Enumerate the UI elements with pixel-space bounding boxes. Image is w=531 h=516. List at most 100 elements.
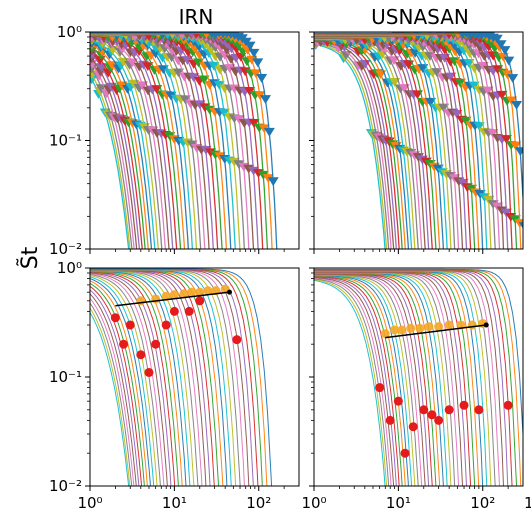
series-line — [90, 275, 158, 486]
series-line — [314, 277, 395, 486]
series-line — [314, 41, 392, 249]
red-point — [119, 339, 129, 349]
orange-point — [380, 329, 390, 339]
series-marker — [460, 116, 472, 126]
panel-top-right — [309, 31, 524, 254]
series-marker — [389, 78, 401, 87]
series-marker — [248, 119, 260, 128]
red-point — [184, 306, 194, 316]
series-line — [90, 43, 149, 249]
panel-bottom-right: 10⁰ 10¹ 10² 1 — [301, 267, 531, 512]
series-marker — [503, 56, 515, 66]
series-marker — [244, 87, 256, 96]
series-marker — [172, 68, 184, 78]
y-tick-label: 10⁻¹ — [49, 132, 82, 150]
series-marker — [449, 57, 461, 67]
series-marker — [198, 75, 210, 85]
series-line — [314, 275, 403, 486]
plot-area — [314, 268, 523, 486]
series-marker — [256, 74, 268, 83]
series-line — [90, 307, 131, 486]
series-marker — [258, 124, 270, 134]
orange-point — [390, 325, 400, 335]
fit-line-end — [483, 322, 489, 328]
series-marker — [262, 174, 274, 183]
series-line — [314, 42, 390, 249]
red-point — [232, 335, 242, 345]
x-tick-label: 10⁰ — [301, 494, 326, 512]
orange-point — [467, 320, 477, 330]
series-marker — [438, 103, 450, 113]
series-line — [314, 43, 386, 249]
series-line — [90, 56, 138, 249]
red-point — [169, 306, 179, 316]
series-marker — [244, 41, 256, 51]
series-line — [314, 275, 406, 486]
series-line — [314, 34, 496, 249]
x-tick-label: 10¹ — [386, 494, 411, 512]
orange-point — [424, 322, 434, 332]
series-marker — [254, 91, 266, 100]
series-marker — [192, 58, 204, 68]
series-marker — [252, 58, 264, 68]
orange-point — [161, 291, 171, 301]
series-marker — [482, 86, 494, 96]
series-line — [90, 46, 146, 249]
red-point — [459, 400, 469, 410]
series-marker — [137, 81, 149, 91]
red-point — [474, 405, 484, 415]
series-marker — [403, 60, 415, 70]
series-line — [90, 271, 172, 486]
series-line — [90, 61, 135, 249]
series-marker — [463, 59, 475, 68]
red-point — [136, 350, 146, 360]
x-tick-label: 1 — [524, 494, 531, 512]
y-axis-label: S̃t — [17, 246, 43, 269]
red-point — [385, 415, 395, 425]
orange-point — [434, 322, 444, 332]
red-point — [161, 320, 171, 330]
series-marker — [142, 62, 154, 72]
series-marker — [505, 213, 517, 222]
series-line — [90, 270, 191, 486]
orange-point — [397, 325, 407, 335]
series-line — [90, 37, 163, 249]
series-line — [90, 270, 183, 486]
series-marker — [499, 46, 511, 55]
series-marker — [439, 53, 451, 63]
series-marker — [514, 147, 523, 157]
series-line — [90, 289, 140, 486]
orange-point — [136, 296, 146, 306]
series-line — [314, 277, 392, 486]
series-line — [90, 293, 137, 486]
series-marker — [106, 61, 118, 71]
series-marker — [233, 160, 245, 170]
series-marker — [235, 52, 247, 62]
series-marker — [165, 91, 177, 101]
series-marker — [219, 51, 231, 60]
series-line — [314, 275, 409, 486]
red-point — [151, 339, 161, 349]
series-marker — [468, 81, 480, 91]
series-marker — [263, 127, 275, 137]
series-marker — [126, 58, 138, 68]
series-line — [90, 271, 176, 486]
series-line — [90, 278, 151, 486]
series-marker — [208, 62, 220, 71]
series-line — [90, 282, 145, 486]
series-marker — [246, 55, 258, 65]
red-point — [427, 410, 437, 420]
series-line — [314, 273, 426, 486]
orange-point — [444, 320, 454, 330]
series-marker — [487, 200, 499, 209]
series-marker — [511, 100, 523, 110]
series-line — [90, 39, 156, 249]
series-marker — [431, 68, 443, 77]
series-marker — [257, 170, 269, 180]
y-tick-label: 10⁰ — [57, 23, 82, 41]
fit-line — [385, 324, 487, 339]
series-marker — [213, 80, 225, 90]
panel-top-left: 10⁰ 10⁻¹ 10⁻² — [49, 23, 300, 258]
